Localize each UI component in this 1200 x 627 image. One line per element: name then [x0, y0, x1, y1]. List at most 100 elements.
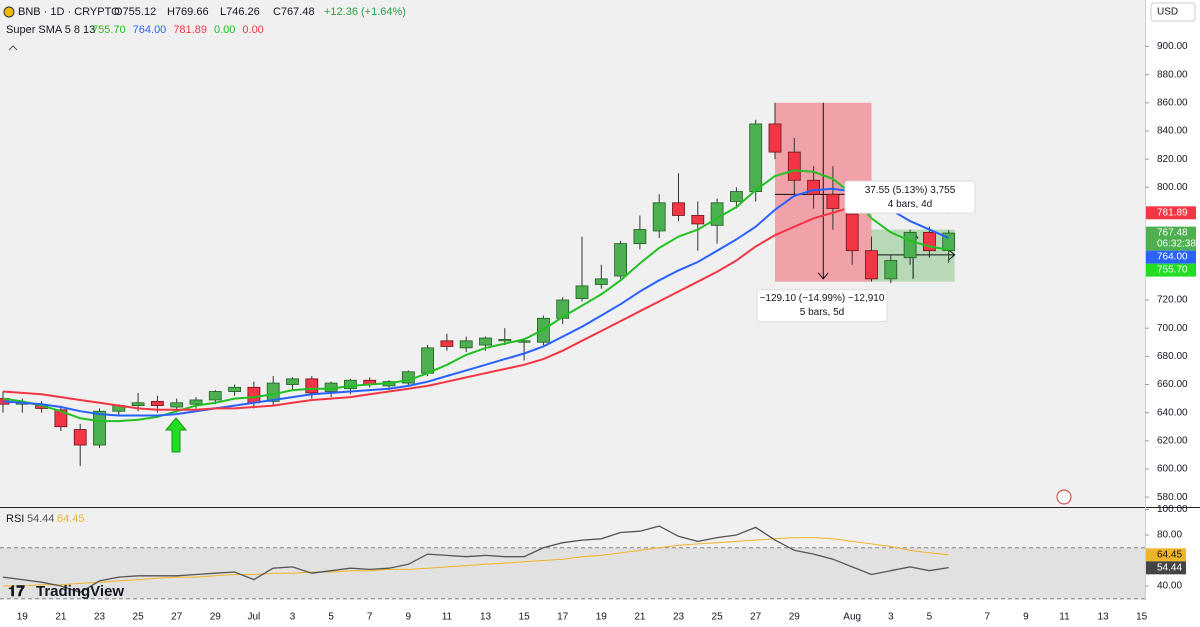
measure-label-box	[844, 180, 976, 214]
price-label-box	[1146, 263, 1196, 277]
candle-body	[556, 299, 570, 319]
candle-body	[459, 340, 473, 349]
candle-body	[884, 260, 898, 280]
change: +12.36 (+1.64%)	[324, 6, 406, 18]
price-label: 767.48	[1157, 228, 1188, 239]
rsi-label-box	[1146, 548, 1186, 562]
flag-icon	[1056, 489, 1072, 505]
x-tick-label: 11	[442, 612, 453, 623]
sma-value: 755.70	[92, 24, 126, 36]
x-tick-label: 21	[55, 612, 67, 623]
candle-body	[421, 347, 435, 374]
candle-body	[903, 231, 917, 259]
price-pane	[0, 0, 1145, 507]
candle-body	[787, 151, 801, 181]
x-tick-label: 9	[1023, 612, 1029, 623]
rsi-value: 54.44	[27, 513, 55, 525]
x-tick-label: 25	[133, 612, 145, 623]
y-tick-label: 580.00	[1157, 492, 1188, 503]
x-tick-label: 29	[789, 612, 801, 623]
high: H769.66	[167, 6, 209, 18]
measure-label: 4 bars, 4d	[888, 199, 932, 210]
measure-label: 5 bars, 5d	[800, 307, 844, 318]
x-tick-label: 29	[210, 612, 222, 623]
x-tick-label: Aug	[843, 612, 861, 623]
y-tick-label: 100.00	[1157, 504, 1188, 515]
x-tick-label: 19	[596, 612, 608, 623]
x-tick-label: 11	[1059, 612, 1070, 623]
sma-line	[2, 204, 949, 411]
candle-body	[498, 339, 512, 342]
y-tick-label: 640.00	[1157, 407, 1188, 418]
y-tick-label: 840.00	[1157, 126, 1188, 137]
sma-value: 0.00	[214, 24, 235, 36]
candle-body	[749, 123, 763, 192]
y-tick-label: 660.00	[1157, 379, 1188, 390]
x-tick-label: 9	[406, 612, 412, 623]
candle-body	[150, 400, 164, 406]
candle-body	[633, 229, 647, 245]
rsi-ma-value: 64.45	[57, 513, 85, 525]
candle-body	[614, 243, 627, 277]
y-tick-label: 620.00	[1157, 435, 1188, 446]
y-tick-label: 860.00	[1157, 97, 1188, 108]
x-tick-label: 25	[712, 612, 724, 623]
x-tick-label: 15	[1136, 612, 1148, 623]
price-label: 781.89	[1157, 207, 1188, 218]
candle-body	[652, 202, 666, 232]
y-tick-label: 700.00	[1157, 323, 1188, 334]
candle-body	[826, 193, 840, 209]
y-tick-label: 600.00	[1157, 464, 1188, 475]
candle-body	[247, 386, 261, 404]
candle-body	[845, 213, 859, 252]
x-tick-label: 27	[171, 612, 183, 623]
candle-body	[575, 285, 589, 299]
rsi-label-box	[1146, 561, 1186, 575]
x-tick-label: 17	[557, 612, 569, 623]
price-axis	[1145, 0, 1200, 627]
y-tick-label: 40.00	[1157, 581, 1182, 592]
low: L746.26	[220, 6, 260, 18]
countdown: 06:32:38	[1157, 239, 1196, 250]
x-tick-label: 7	[985, 612, 991, 623]
candle-body	[479, 337, 492, 346]
measure-label-box	[756, 289, 888, 323]
rsi-ma-line	[3, 537, 949, 587]
x-tick-label: 19	[17, 612, 29, 623]
open: O755.12	[114, 6, 156, 18]
y-tick-label: 680.00	[1157, 351, 1188, 362]
candle-body	[730, 191, 743, 202]
candle-body	[93, 410, 106, 446]
rsi-pane	[0, 508, 1145, 600]
plot: 37.55 (5.13%) 3,755 4 bars, 4d −129.10 (−1…	[0, 102, 1145, 600]
candle-body	[440, 340, 454, 347]
candle-body	[768, 123, 782, 153]
candle-body	[228, 386, 242, 392]
candle-body	[594, 278, 608, 285]
y-tick-label: 880.00	[1157, 69, 1188, 80]
sma-value: 764.00	[133, 24, 167, 36]
x-tick-label: 23	[673, 612, 685, 623]
x-tick-label: 3	[888, 612, 894, 623]
candle-body	[672, 202, 685, 216]
x-tick-label: 3	[290, 612, 296, 623]
sma-line	[2, 187, 950, 417]
candle-body	[305, 378, 319, 394]
rsi-line	[2, 525, 949, 594]
candle-body	[189, 399, 203, 405]
candle-body	[286, 378, 299, 385]
x-tick-label: 27	[750, 612, 762, 623]
price-label: 764.00	[1157, 252, 1188, 263]
price-label: 755.70	[1157, 265, 1188, 276]
y-tick-label: 720.00	[1157, 295, 1188, 306]
currency[interactable]: USD	[1157, 7, 1178, 18]
currency-box[interactable]	[1150, 2, 1196, 22]
y-tick-label: 80.00	[1157, 530, 1182, 541]
rsi-band	[0, 547, 1145, 599]
measure-label: 37.55 (5.13%) 3,755	[865, 185, 956, 196]
rsi-label: 54.44	[1157, 562, 1182, 573]
rsi-label: 64.45	[1157, 549, 1182, 560]
sma-value: 781.89	[173, 24, 207, 36]
x-tick-label: 15	[519, 612, 531, 623]
candle-body	[865, 250, 878, 280]
